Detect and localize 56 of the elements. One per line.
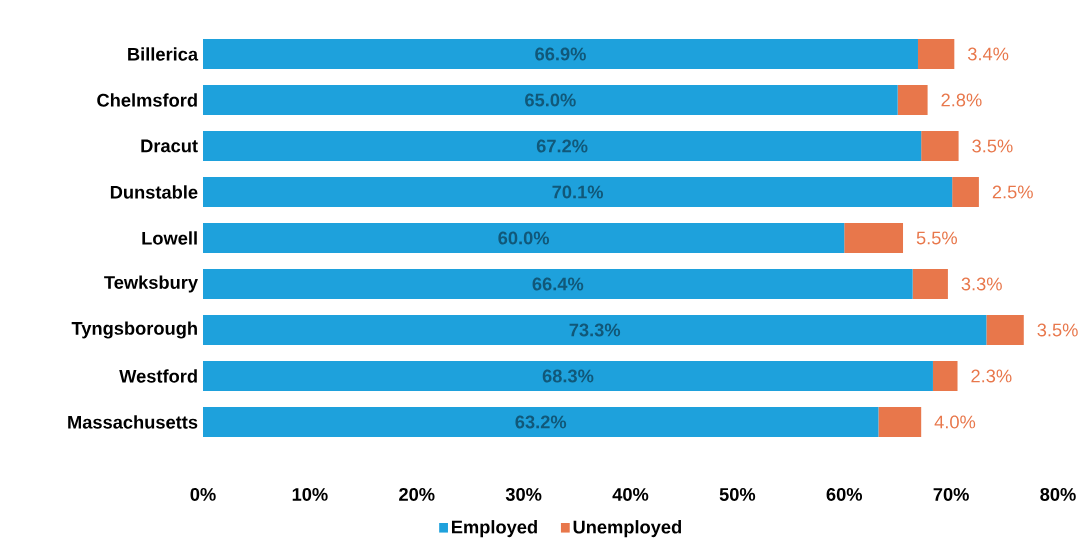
x-tick-label: 30% — [505, 487, 542, 501]
bar — [203, 222, 845, 253]
y-tick-label: Lowell — [142, 231, 197, 245]
y-tick-label: Massachusetts — [68, 415, 198, 429]
legend-label: Employed — [451, 520, 537, 538]
x-tick-label: 70% — [933, 487, 969, 501]
data-label: 60.0% — [498, 231, 550, 245]
data-label: 66.4% — [532, 277, 584, 291]
data-label: 5.5% — [916, 231, 957, 245]
bar — [203, 130, 922, 161]
bar — [203, 38, 918, 69]
legend-label: Unemployed — [573, 520, 682, 538]
data-label: 2.8% — [941, 93, 982, 107]
data-label: 66.9% — [535, 47, 586, 61]
x-tick-label: 10% — [292, 487, 328, 501]
x-tick-label: 50% — [719, 487, 756, 501]
bar — [952, 176, 979, 207]
bar — [878, 406, 922, 437]
y-tick-label: Westford — [119, 369, 197, 383]
y-tick-label: Chelmsford — [97, 93, 197, 107]
data-label: 3.5% — [1037, 323, 1078, 337]
y-tick-label: Dunstable — [110, 185, 198, 199]
bar — [203, 314, 987, 345]
data-label: 3.3% — [961, 277, 1002, 291]
bar — [912, 268, 948, 299]
x-tick-label: 40% — [612, 487, 649, 501]
bar — [986, 314, 1024, 345]
bar — [932, 360, 958, 391]
bar — [897, 84, 928, 115]
x-tick-label: 0% — [190, 487, 216, 501]
bar — [921, 130, 959, 161]
bar — [203, 84, 898, 115]
data-label: 70.1% — [552, 185, 604, 199]
bar — [917, 38, 955, 69]
data-label: 68.3% — [542, 369, 594, 383]
x-tick-label: 60% — [826, 487, 863, 501]
bar — [203, 176, 953, 207]
data-label: 63.2% — [515, 415, 567, 429]
data-label: 4.0% — [934, 415, 976, 429]
y-tick-label: Dracut — [141, 139, 198, 153]
data-label: 3.4% — [967, 47, 1009, 61]
bar — [203, 360, 933, 391]
data-label: 65.0% — [525, 93, 576, 107]
data-label: 3.5% — [972, 139, 1013, 153]
x-tick-label: 80% — [1040, 487, 1076, 501]
data-label: 2.3% — [971, 369, 1012, 383]
data-label: 73.3% — [569, 323, 621, 337]
bar — [203, 406, 879, 437]
data-label: 67.2% — [536, 139, 588, 153]
bar — [844, 222, 904, 253]
x-tick-label: 20% — [399, 487, 435, 501]
data-label: 2.5% — [992, 185, 1033, 199]
bar — [203, 268, 913, 299]
y-tick-label: Tewksbury — [104, 275, 198, 293]
y-tick-label: Tyngsborough — [71, 321, 197, 339]
y-tick-label: Billerica — [128, 47, 199, 61]
